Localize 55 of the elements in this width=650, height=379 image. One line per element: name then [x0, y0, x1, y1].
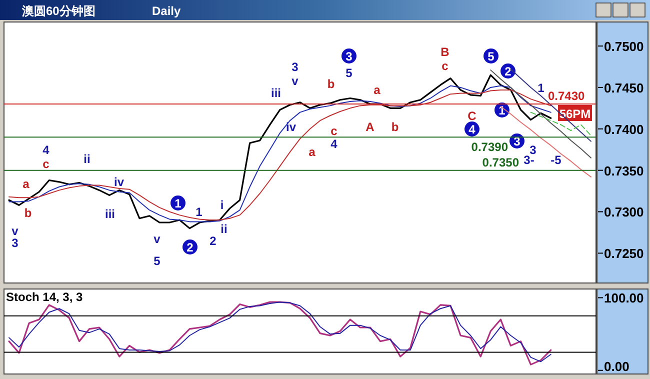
- annotation: 3: [292, 60, 299, 74]
- chart-title: Stoch 14, 3, 3: [6, 290, 84, 304]
- annotation: 5: [488, 50, 495, 64]
- annotation: v: [292, 74, 299, 88]
- annotation: C: [468, 109, 477, 123]
- annotation: a: [22, 177, 30, 191]
- annotation: iii: [104, 207, 116, 221]
- annotation: b: [327, 77, 335, 91]
- annotation: 2: [186, 240, 194, 254]
- annotation: 3: [514, 134, 521, 148]
- y-tick-label: 0.7300: [604, 204, 644, 220]
- line-series: [530, 112, 592, 136]
- y-tick-label: 0.00: [604, 359, 630, 374]
- annotation: 4: [42, 143, 50, 157]
- annotation: v: [154, 232, 161, 246]
- annotation: 1: [196, 205, 203, 219]
- annotation: 3: [12, 236, 19, 250]
- annotation: 2: [210, 234, 217, 248]
- y-tick-label: 0.7350: [604, 163, 644, 178]
- annotation: 1: [538, 81, 545, 95]
- annotation: 56PM: [559, 107, 591, 121]
- annotation: iv: [286, 120, 296, 134]
- annotation: c: [442, 59, 449, 73]
- ref-line-label: 0.7390: [471, 140, 508, 154]
- ref-line-label: 0.7430: [548, 89, 586, 104]
- y-tick-label: 0.7450: [604, 80, 644, 96]
- annotation: 3: [346, 50, 353, 64]
- annotation: 1: [174, 196, 182, 210]
- annotation: i: [220, 198, 224, 212]
- annotation: b: [391, 120, 399, 134]
- y-tick-label: 100.00: [604, 290, 644, 306]
- annotation: 5: [154, 254, 161, 268]
- ref-line-label: 0.7350: [482, 155, 520, 170]
- annotation: b: [24, 206, 32, 220]
- chart-title: 澳圆60分钟图: [21, 4, 96, 18]
- annotation: -5: [550, 153, 562, 167]
- annotation: iii: [270, 86, 282, 100]
- annotation: c: [330, 124, 338, 138]
- annotation: a: [374, 83, 381, 97]
- annotation: 4: [468, 122, 476, 136]
- annotation: 2: [504, 64, 512, 78]
- y-tick-label: 0.7400: [604, 122, 644, 137]
- annotation: iv: [114, 175, 124, 189]
- annotation: A: [366, 120, 375, 134]
- annotation: a: [308, 145, 316, 159]
- annotation: 4: [330, 137, 338, 151]
- annotation: ii: [84, 152, 90, 166]
- chart-subtitle: Daily: [152, 4, 182, 18]
- annotation: c: [42, 157, 50, 171]
- y-tick-label: 0.7250: [604, 246, 644, 262]
- annotation: v: [12, 224, 19, 238]
- y-tick-label: 0.7500: [604, 39, 644, 54]
- annotation: B: [440, 45, 450, 59]
- annotation: ii: [220, 222, 228, 236]
- annotation: 5: [346, 66, 353, 80]
